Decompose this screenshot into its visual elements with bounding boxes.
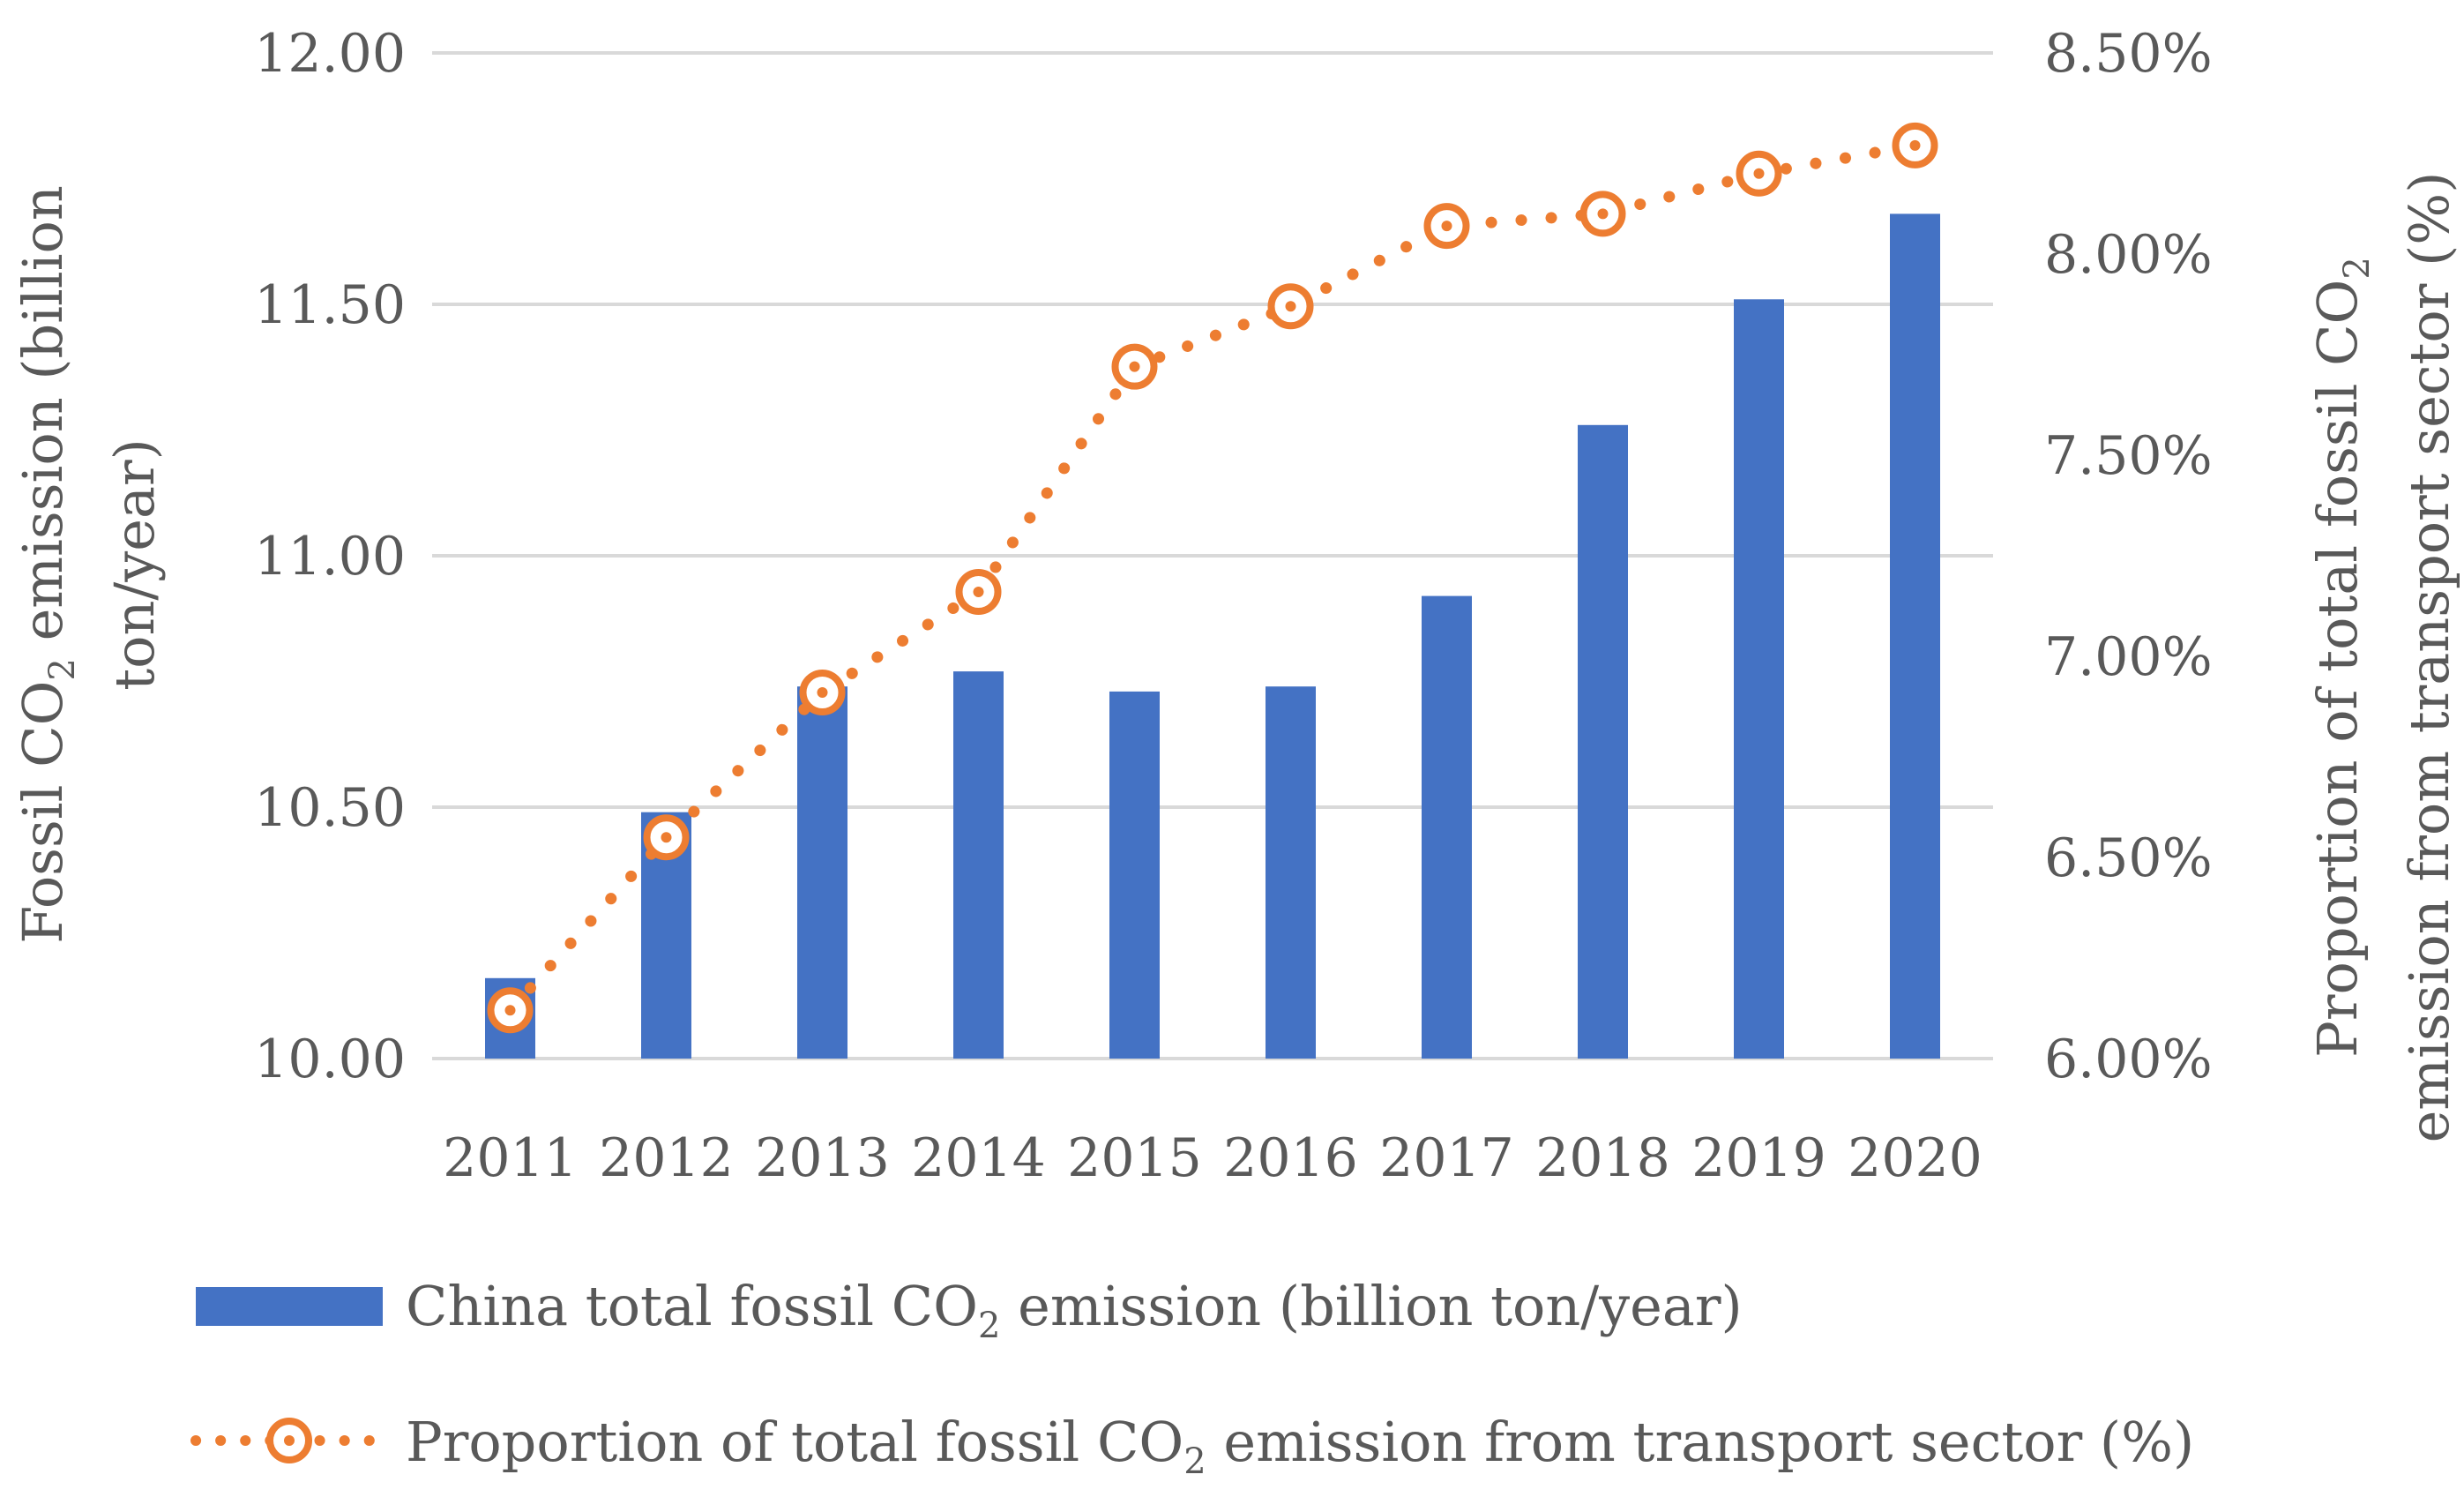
bar <box>1266 686 1316 1059</box>
x-tick-label: 2016 <box>1223 1127 1358 1189</box>
bar <box>953 671 1004 1059</box>
y-right-tick-label: 7.00% <box>2044 626 2213 688</box>
y-left-tick-label: 11.00 <box>254 526 406 588</box>
svg-text:Proportion of total fossil CO2: Proportion of total fossil CO2 emission … <box>406 1410 2194 1482</box>
y-left-title-line1-post: emission (billion <box>11 185 75 658</box>
x-tick-label: 2012 <box>599 1127 734 1189</box>
bar <box>1890 213 1940 1059</box>
bar <box>1109 691 1160 1059</box>
y-left-tick-label: 10.50 <box>254 777 406 839</box>
svg-text:Fossil CO2 emission (billion: Fossil CO2 emission (billion <box>11 185 83 944</box>
line-point-dot <box>973 587 984 598</box>
y-left-title-line1-pre: Fossil CO <box>11 681 75 944</box>
bar-series <box>485 213 1940 1059</box>
y-axis-right-title: Proportion of total fossil CO2 emission … <box>2305 172 2461 1143</box>
y-right-tick-label: 6.50% <box>2044 827 2213 889</box>
y-axis-left-title: Fossil CO2 emission (billion ton/year) <box>11 185 167 944</box>
x-tick-label: 2018 <box>1535 1127 1670 1189</box>
legend-bar-label-pre: China total fossil CO <box>406 1274 978 1338</box>
legend-line-label-sub: 2 <box>1183 1441 1206 1482</box>
line-point-dot <box>1597 208 1609 220</box>
legend: China total fossil CO2 emission (billion… <box>190 1274 2194 1482</box>
line-point-dot <box>1753 168 1765 179</box>
x-tick-label: 2013 <box>755 1127 890 1189</box>
x-tick-label: 2017 <box>1379 1127 1514 1189</box>
x-tick-label: 2014 <box>911 1127 1046 1189</box>
legend-bar-label-post: emission (billion ton/year) <box>1000 1274 1742 1338</box>
y-right-tick-label: 8.00% <box>2044 224 2213 286</box>
line-point-dot <box>661 832 672 843</box>
line-point-dot <box>1441 221 1452 232</box>
y-right-title-line2: emission from transport sector (%) <box>2397 172 2461 1143</box>
x-tick-label: 2020 <box>1848 1127 1982 1189</box>
bar <box>1578 424 1628 1059</box>
y-left-tick-label: 12.00 <box>254 23 406 85</box>
y-left-title-line2: ton/year) <box>102 438 167 691</box>
svg-text:China total fossil CO2 emissio: China total fossil CO2 emission (billion… <box>406 1274 1743 1346</box>
y-right-title-line1-pre: Proportion of total fossil CO <box>2305 280 2370 1058</box>
line-point-dot <box>817 687 828 699</box>
line-point-dot <box>504 1005 516 1016</box>
legend-bar-swatch <box>196 1287 383 1326</box>
x-tick-label: 2011 <box>443 1127 578 1189</box>
y-right-title-line1-sub: 2 <box>2337 257 2378 279</box>
x-tick-label: 2015 <box>1067 1127 1202 1189</box>
y-right-tick-label: 7.50% <box>2044 425 2213 487</box>
line-point-dot <box>1909 139 1921 151</box>
legend-line-marker-dot <box>284 1435 295 1446</box>
line-point-dot <box>1129 361 1140 372</box>
x-tick-label: 2019 <box>1691 1127 1826 1189</box>
legend-line-label-post: emission from transport sector (%) <box>1206 1410 2195 1474</box>
tick-labels: 10.00 10.50 11.00 11.50 12.00 6.00% 6.50% 7.00%… <box>254 23 2212 1189</box>
legend-bar-label-sub: 2 <box>978 1306 1000 1346</box>
y-left-tick-label: 11.50 <box>254 274 406 336</box>
line-path <box>504 139 1921 1016</box>
bar <box>1422 595 1472 1059</box>
legend-item-bar: China total fossil CO2 emission (billion… <box>196 1274 1743 1346</box>
legend-line-label-pre: Proportion of total fossil CO <box>406 1410 1183 1474</box>
line-point-dot <box>1285 301 1296 312</box>
bar <box>797 686 847 1059</box>
y-right-tick-label: 8.50% <box>2044 23 2213 85</box>
y-right-tick-label: 6.00% <box>2044 1029 2213 1090</box>
y-left-tick-label: 10.00 <box>254 1029 406 1090</box>
y-left-title-line1-sub: 2 <box>42 658 83 680</box>
svg-text:Proportion of total fossil CO2: Proportion of total fossil CO2 <box>2305 257 2378 1058</box>
bar <box>1734 299 1784 1059</box>
legend-item-line: Proportion of total fossil CO2 emission … <box>190 1410 2194 1482</box>
line-series <box>487 122 1938 1034</box>
